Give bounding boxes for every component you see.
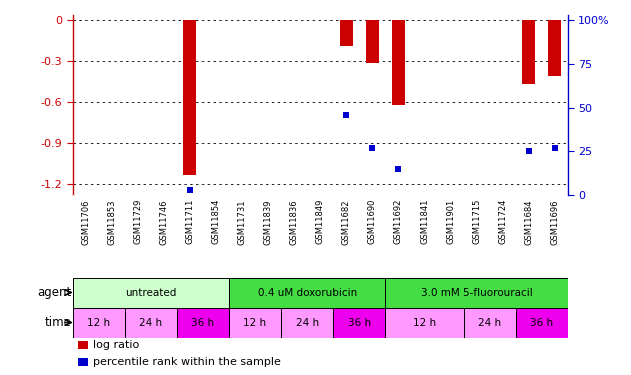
Text: GSM11724: GSM11724 xyxy=(498,199,507,244)
Text: 12 h: 12 h xyxy=(244,318,267,327)
Text: 3.0 mM 5-fluorouracil: 3.0 mM 5-fluorouracil xyxy=(421,288,533,297)
Bar xyxy=(392,21,405,105)
Bar xyxy=(464,308,516,338)
Bar xyxy=(229,278,386,308)
Text: 24 h: 24 h xyxy=(296,318,319,327)
Text: untreated: untreated xyxy=(125,288,177,297)
Text: GSM11849: GSM11849 xyxy=(316,199,325,244)
Bar xyxy=(73,278,229,308)
Text: 36 h: 36 h xyxy=(530,318,553,327)
Text: GSM11706: GSM11706 xyxy=(81,199,90,244)
Bar xyxy=(177,308,229,338)
Bar xyxy=(229,308,281,338)
Text: GSM11682: GSM11682 xyxy=(342,199,351,244)
Bar xyxy=(548,21,562,76)
Text: GSM11901: GSM11901 xyxy=(446,199,455,244)
Text: percentile rank within the sample: percentile rank within the sample xyxy=(93,357,281,367)
Text: 24 h: 24 h xyxy=(139,318,162,327)
Text: GSM11854: GSM11854 xyxy=(211,199,220,244)
Text: 0.4 uM doxorubicin: 0.4 uM doxorubicin xyxy=(257,288,357,297)
Bar xyxy=(125,308,177,338)
Bar xyxy=(73,308,125,338)
Text: 24 h: 24 h xyxy=(478,318,501,327)
Text: GSM11690: GSM11690 xyxy=(368,199,377,244)
Bar xyxy=(366,21,379,63)
Text: 36 h: 36 h xyxy=(348,318,371,327)
Text: GSM11731: GSM11731 xyxy=(237,199,247,244)
Bar xyxy=(78,341,88,350)
Text: GSM11841: GSM11841 xyxy=(420,199,429,244)
Bar xyxy=(339,21,353,46)
Text: 12 h: 12 h xyxy=(87,318,110,327)
Text: agent: agent xyxy=(37,286,71,299)
Bar xyxy=(184,21,196,174)
Bar xyxy=(522,21,535,84)
Text: GSM11715: GSM11715 xyxy=(472,199,481,244)
Text: GSM11836: GSM11836 xyxy=(290,199,298,245)
Text: GSM11853: GSM11853 xyxy=(107,199,116,244)
Text: GSM11692: GSM11692 xyxy=(394,199,403,244)
Bar xyxy=(281,308,333,338)
Text: GSM11746: GSM11746 xyxy=(159,199,168,244)
Bar xyxy=(333,308,386,338)
Text: GSM11684: GSM11684 xyxy=(524,199,533,244)
Text: GSM11711: GSM11711 xyxy=(186,199,194,244)
Text: time: time xyxy=(44,316,71,329)
Text: GSM11729: GSM11729 xyxy=(133,199,142,244)
Bar xyxy=(386,278,568,308)
Text: 36 h: 36 h xyxy=(191,318,215,327)
Bar xyxy=(78,358,88,366)
Text: GSM11696: GSM11696 xyxy=(550,199,559,244)
Text: GSM11839: GSM11839 xyxy=(264,199,273,244)
Text: 12 h: 12 h xyxy=(413,318,436,327)
Text: log ratio: log ratio xyxy=(93,340,139,350)
Bar xyxy=(516,308,568,338)
Bar xyxy=(386,308,464,338)
